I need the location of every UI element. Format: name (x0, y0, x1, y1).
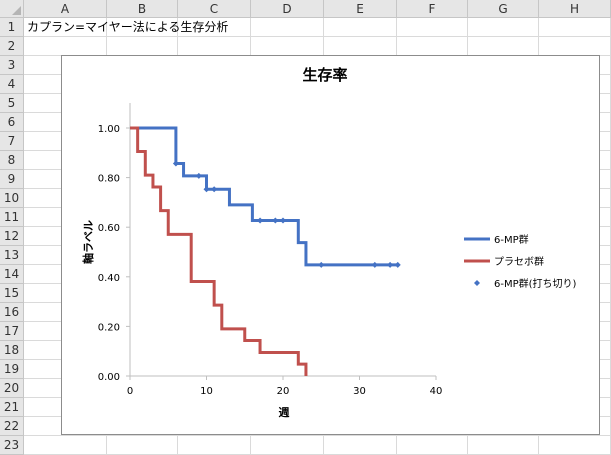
cell-a1[interactable]: カプラン=マイヤー法による生存分析 (27, 20, 229, 34)
legend-label-1: プラセボ群 (494, 255, 544, 268)
select-all-corner[interactable] (0, 0, 24, 18)
row-header-14[interactable]: 14 (0, 265, 24, 284)
row-gridline (24, 36, 611, 37)
censor-marker (172, 160, 179, 167)
legend-label-2: 6-MP群(打ち切り) (494, 277, 577, 290)
row-header-19[interactable]: 19 (0, 360, 24, 379)
column-header-b[interactable]: B (107, 0, 178, 18)
row-header-16[interactable]: 16 (0, 303, 24, 322)
axis-ticks: 0.00 0.20 0.40 0.60 0.80 1.00 0 10 20 30 40 (98, 124, 443, 397)
column-header-a[interactable]: A (24, 0, 107, 18)
select-all-icon (12, 6, 21, 15)
row-header-7[interactable]: 7 (0, 132, 24, 151)
x-tick-label: 30 (353, 386, 366, 397)
row-header-18[interactable]: 18 (0, 341, 24, 360)
y-tick-label: 0.60 (98, 223, 120, 234)
row-header-5[interactable]: 5 (0, 94, 24, 113)
row-header-23[interactable]: 23 (0, 436, 24, 455)
row-header-15[interactable]: 15 (0, 284, 24, 303)
censor-marker (211, 186, 218, 193)
x-tick-label: 10 (200, 386, 213, 397)
plot-area (129, 103, 436, 377)
y-tick-label: 0.40 (98, 273, 120, 284)
row-header-20[interactable]: 20 (0, 379, 24, 398)
censor-marker (257, 217, 264, 224)
row-header-17[interactable]: 17 (0, 322, 24, 341)
legend-swatch-2 (474, 280, 480, 286)
series-line-0 (130, 126, 398, 267)
row-header-1[interactable]: 1 (0, 18, 24, 37)
series-line-1 (130, 126, 308, 376)
y-axis-title: 軸ラベル (81, 220, 95, 264)
row-header-9[interactable]: 9 (0, 170, 24, 189)
column-header-h[interactable]: H (539, 0, 611, 18)
y-tick-label: 0.20 (98, 322, 120, 333)
row-header-4[interactable]: 4 (0, 75, 24, 94)
x-tick-label: 40 (430, 386, 443, 397)
censor-marker (280, 217, 286, 224)
row-header-2[interactable]: 2 (0, 37, 24, 56)
row-header-8[interactable]: 8 (0, 151, 24, 170)
legend-label-0: 6-MP群 (494, 233, 529, 246)
row-gridline (24, 435, 611, 436)
row-header-22[interactable]: 22 (0, 417, 24, 436)
column-header-e[interactable]: E (324, 0, 397, 18)
censor-marker (318, 261, 325, 268)
row-header-11[interactable]: 11 (0, 208, 24, 227)
column-header-g[interactable]: G (468, 0, 539, 18)
y-tick-label: 0.00 (98, 372, 120, 383)
censor-marker (272, 217, 279, 224)
x-tick-label: 20 (277, 386, 290, 397)
y-tick-label: 0.80 (98, 174, 120, 185)
row-header-6[interactable]: 6 (0, 113, 24, 132)
column-header-c[interactable]: C (178, 0, 251, 18)
censor-marker (387, 261, 394, 268)
chart-area[interactable]: 生存率 0.00 0.20 0.40 0.60 0.80 1.00 0 10 20 30 40 週 … (61, 55, 600, 435)
row-header-12[interactable]: 12 (0, 227, 24, 246)
column-header-d[interactable]: D (251, 0, 324, 18)
x-axis-title: 週 (279, 405, 290, 419)
row-header-13[interactable]: 13 (0, 246, 24, 265)
censor-marker (394, 261, 401, 268)
row-header-21[interactable]: 21 (0, 398, 24, 417)
row-header-3[interactable]: 3 (0, 56, 24, 75)
censor-marker (203, 186, 210, 193)
survival-chart: 生存率 0.000.200.400.600.801.000 10 20 30 40 週 … (81, 66, 577, 419)
chart-title: 生存率 (302, 66, 347, 84)
row-header-10[interactable]: 10 (0, 189, 24, 208)
column-header-f[interactable]: F (397, 0, 468, 18)
y-tick-label: 1.00 (98, 124, 120, 135)
censor-marker (371, 261, 378, 268)
x-tick-label: 0 (127, 386, 133, 397)
censor-marker (195, 172, 202, 179)
